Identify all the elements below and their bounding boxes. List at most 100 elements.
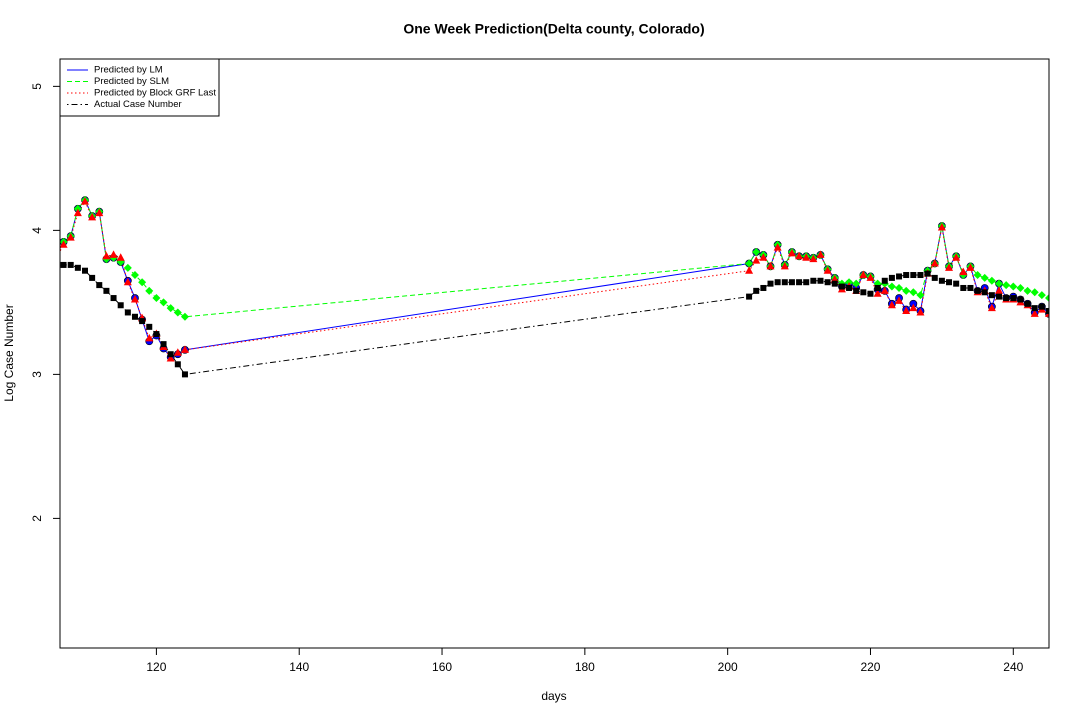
x-tick-label: 200	[718, 660, 738, 674]
point	[173, 348, 182, 356]
point	[153, 331, 160, 338]
plot-frame	[59, 58, 1050, 649]
point	[110, 295, 117, 302]
point	[831, 280, 838, 287]
point	[803, 279, 810, 286]
x-tick-label: 140	[289, 660, 309, 674]
point	[53, 263, 59, 269]
point	[946, 279, 953, 286]
point	[852, 279, 861, 288]
point	[996, 293, 1003, 300]
point	[130, 271, 139, 280]
legend-label: Predicted by SLM	[94, 76, 169, 87]
point	[780, 261, 789, 270]
point	[788, 279, 795, 286]
point	[760, 284, 767, 291]
legend-box	[59, 58, 220, 117]
y-tick-label: 3	[30, 371, 44, 378]
point	[1010, 295, 1017, 302]
point	[180, 312, 189, 321]
point	[916, 307, 925, 316]
point	[887, 300, 896, 309]
point	[838, 283, 845, 290]
point	[959, 267, 968, 276]
point	[88, 212, 97, 221]
point	[1023, 286, 1032, 295]
point	[887, 282, 896, 291]
point	[116, 253, 125, 261]
point	[930, 258, 939, 267]
point	[774, 279, 781, 286]
point	[795, 251, 804, 260]
point	[117, 302, 124, 309]
point	[174, 361, 181, 368]
point	[123, 277, 132, 286]
point	[810, 277, 817, 284]
point	[902, 286, 911, 295]
point	[1024, 300, 1031, 307]
point	[823, 266, 832, 274]
y-tick-label: 5	[30, 83, 44, 90]
point	[796, 279, 803, 286]
point	[773, 243, 782, 251]
point	[753, 287, 760, 294]
point	[787, 248, 796, 257]
point	[945, 263, 954, 271]
series-line	[60, 200, 1049, 360]
point	[880, 286, 889, 294]
point	[866, 273, 875, 281]
point	[60, 240, 68, 248]
point	[124, 309, 131, 316]
point	[903, 272, 910, 279]
point	[145, 286, 154, 295]
point	[181, 371, 188, 378]
point	[830, 274, 839, 283]
x-tick-label: 220	[860, 660, 880, 674]
point	[846, 284, 853, 291]
point	[60, 253, 61, 257]
point	[66, 233, 75, 241]
legend-label: Actual Case Number	[94, 99, 182, 110]
point	[888, 274, 895, 281]
point	[745, 266, 754, 274]
legend-label: Predicted by Block GRF Last	[94, 88, 216, 99]
point	[966, 263, 975, 271]
point	[853, 287, 860, 294]
plot-area	[53, 196, 1049, 378]
point	[767, 280, 774, 287]
point	[981, 289, 988, 296]
point	[802, 253, 811, 261]
point	[95, 208, 104, 217]
point	[960, 284, 967, 291]
point	[60, 261, 67, 268]
point	[987, 276, 996, 285]
point	[874, 284, 881, 291]
point	[824, 279, 831, 286]
point	[759, 253, 768, 261]
point	[1016, 283, 1025, 292]
point	[867, 290, 874, 297]
y-tick-label: 2	[30, 515, 44, 522]
point	[60, 259, 61, 261]
point	[173, 308, 182, 317]
point	[817, 277, 824, 284]
point	[131, 313, 138, 320]
point	[152, 294, 161, 303]
point	[167, 351, 174, 358]
point	[917, 272, 924, 279]
point	[859, 270, 868, 279]
point	[781, 279, 788, 286]
point	[160, 341, 167, 348]
point	[995, 279, 1004, 288]
point	[166, 304, 175, 313]
chart-title: One Week Prediction(Delta county, Colora…	[403, 21, 704, 37]
point	[916, 291, 925, 300]
x-tick-label: 240	[1003, 660, 1023, 674]
point	[166, 354, 175, 362]
legend-label: Predicted by LM	[94, 65, 163, 76]
point	[74, 264, 81, 271]
point	[146, 323, 153, 330]
point	[89, 274, 96, 281]
